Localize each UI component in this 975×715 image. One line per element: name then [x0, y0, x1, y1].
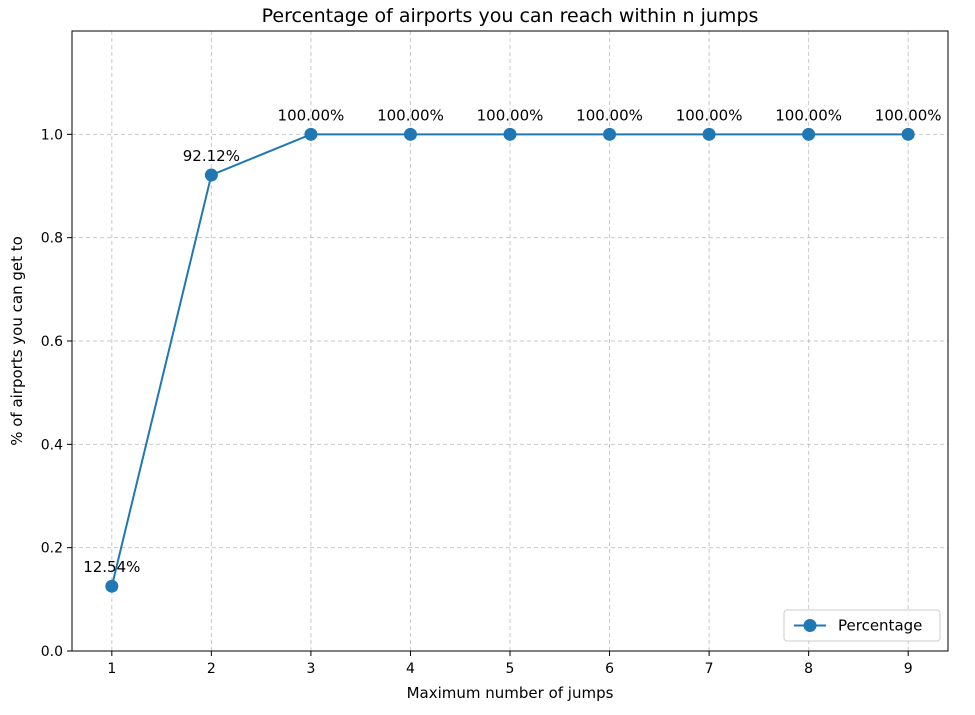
x-tick-label: 1 [107, 661, 116, 677]
y-tick-label: 0.2 [41, 541, 63, 557]
data-point [403, 127, 417, 141]
x-tick-label: 2 [207, 661, 216, 677]
y-tick-label: 0.6 [41, 334, 63, 350]
data-label: 100.00% [477, 106, 544, 124]
legend-label: Percentage [838, 617, 922, 635]
data-label: 100.00% [676, 106, 743, 124]
axes: 1 2 3 4 5 6 7 8 9 0.0 0.2 0.4 0.6 0.8 1.0 [41, 127, 913, 677]
y-tick-label: 0.4 [41, 437, 63, 453]
y-axis-label: % of airports you can get to [8, 236, 26, 446]
y-tick-label: 0.8 [41, 231, 63, 247]
data-point [802, 127, 816, 141]
x-tick-label: 4 [406, 661, 415, 677]
data-label: 92.12% [183, 147, 240, 165]
data-point [304, 127, 318, 141]
chart-title: Percentage of airports you can reach wit… [262, 5, 759, 27]
data-point [901, 127, 915, 141]
legend-marker [803, 619, 817, 632]
x-tick-label: 5 [506, 661, 515, 677]
y-tick-label: 0.0 [41, 644, 63, 660]
data-label: 100.00% [278, 106, 345, 124]
x-tick-label: 9 [904, 661, 913, 677]
data-point [702, 127, 716, 141]
x-tick-label: 3 [306, 661, 315, 677]
data-point [503, 127, 517, 141]
x-tick-label: 8 [804, 661, 813, 677]
data-point [105, 579, 119, 593]
data-label: 12.54% [83, 558, 140, 576]
data-point [603, 127, 617, 141]
data-label: 100.00% [377, 106, 444, 124]
y-tick-label: 1.0 [41, 127, 63, 143]
x-tick-label: 6 [605, 661, 614, 677]
x-axis-label: Maximum number of jumps [407, 684, 614, 702]
data-labels: 12.54% 92.12% 100.00% 100.00% 100.00% 100.00%… [83, 106, 941, 576]
data-label: 100.00% [775, 106, 842, 124]
data-label: 100.00% [875, 106, 942, 124]
x-tick-label: 7 [705, 661, 714, 677]
legend-box [783, 609, 941, 642]
data-label: 100.00% [576, 106, 643, 124]
series-percentage [105, 127, 915, 593]
data-point [204, 168, 218, 182]
legend: Percentage [783, 609, 941, 642]
